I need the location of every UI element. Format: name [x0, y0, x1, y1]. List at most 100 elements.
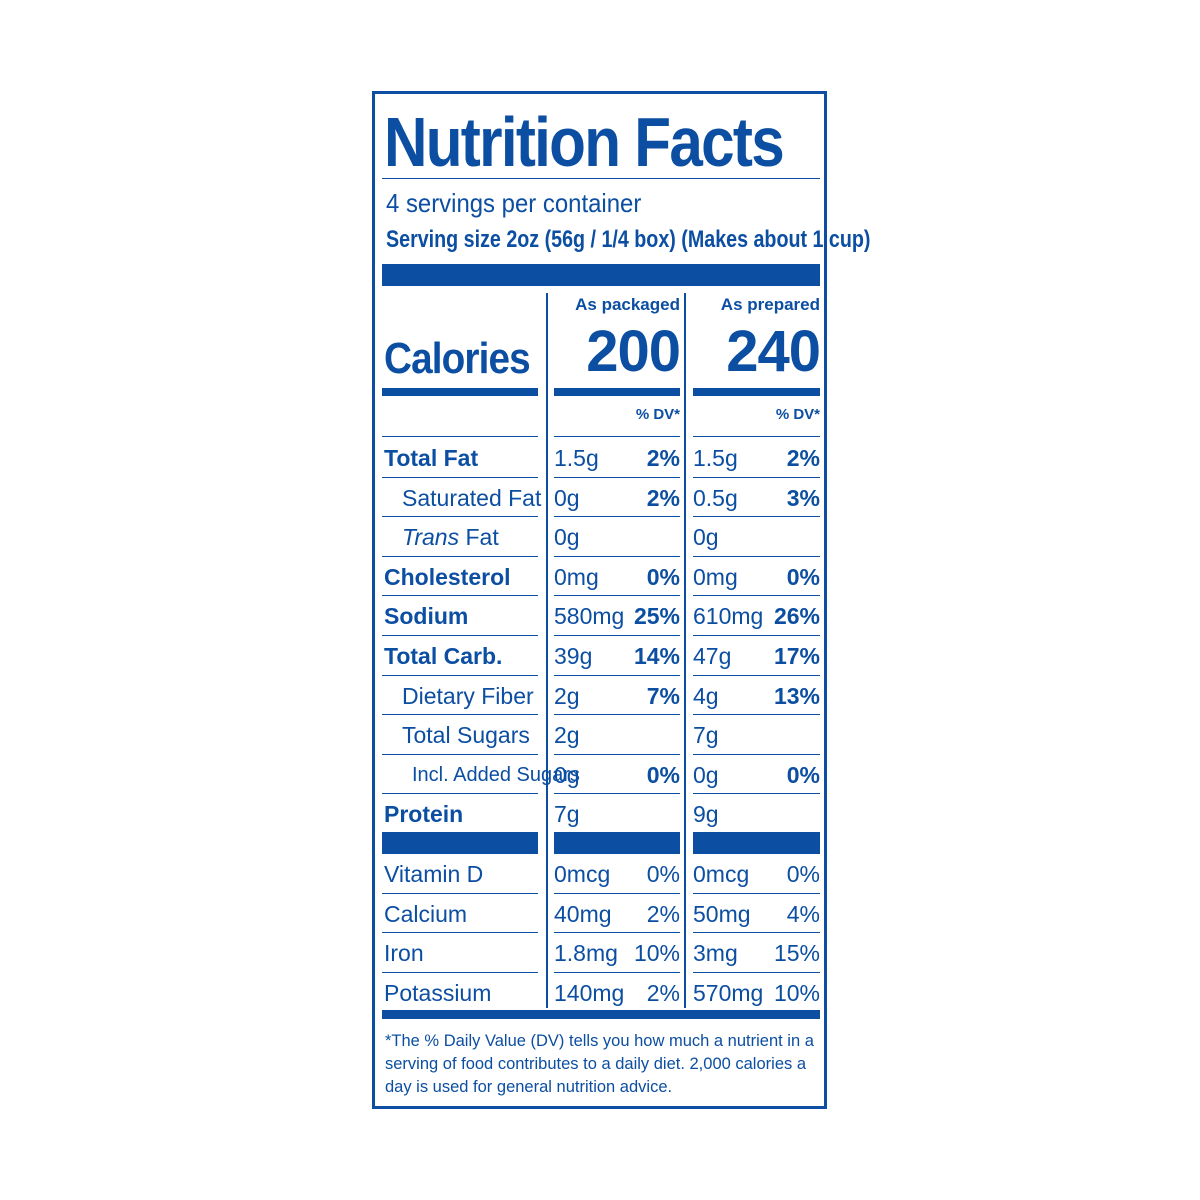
nutrient-name: Trans Fat: [402, 517, 499, 557]
nutrient-row: Cholesterol 0mg 0% 0mg 0%: [382, 557, 820, 597]
dv-prepared: 2%: [786, 445, 820, 471]
row-divider: [693, 436, 820, 437]
nutrient-name: Sodium: [384, 603, 469, 630]
nutrition-facts-panel: Nutrition Facts 4 servings per container…: [372, 91, 870, 1109]
amount-prepared: 47g: [693, 643, 732, 669]
nutrient-name-rest: Fat: [459, 524, 499, 551]
row-divider: [693, 892, 820, 894]
row-divider: [382, 674, 538, 676]
amount-packaged: 0g: [554, 761, 580, 788]
micronutrient-name: Potassium: [384, 979, 492, 1006]
dv-prepared: 4%: [786, 900, 820, 927]
row-divider: [382, 932, 538, 934]
amount-packaged: 0g: [554, 484, 580, 511]
row-divider: [554, 635, 680, 636]
amount-packaged: 2g: [554, 682, 580, 709]
row-divider: [693, 516, 820, 518]
amount-packaged: 1.5g: [554, 445, 599, 471]
amount-prepared: 570mg: [693, 979, 764, 1006]
amount-prepared: 0g: [693, 761, 719, 788]
nutrient-name: Total Carb.: [384, 643, 503, 669]
micronutrient-row: Iron 1.8mg 10% 3mg 15%: [382, 933, 820, 973]
amount-prepared: 4g: [693, 682, 719, 709]
row-divider: [554, 714, 680, 716]
amount-packaged: 0g: [554, 524, 580, 551]
nutrient-row: Saturated Fat 0g 2% 0.5g 3%: [382, 478, 820, 518]
dv-prepared: 13%: [773, 682, 820, 709]
micros-bar-prepared: [693, 832, 820, 854]
row-divider: [554, 892, 680, 894]
amount-packaged: 0mcg: [554, 861, 611, 887]
dv-prepared: 15%: [773, 940, 820, 967]
nutrient-name: Total Sugars: [402, 722, 530, 749]
amount-prepared: 3mg: [693, 940, 738, 967]
calories-prepared: 240: [726, 319, 821, 384]
dv-packaged: 0%: [646, 563, 680, 590]
nutrient-name: Protein: [384, 801, 464, 828]
nutrition-facts-title: Nutrition Facts: [384, 103, 785, 181]
row-divider: [382, 892, 538, 894]
dv-prepared: 3%: [786, 484, 820, 511]
dv-prepared: 10%: [773, 979, 820, 1006]
calories-packaged: 200: [586, 319, 681, 384]
as-prepared-header: As prepared: [720, 295, 820, 314]
calories-underline-name: [382, 388, 538, 396]
row-divider: [693, 714, 820, 716]
nutrient-row: Incl. Added Sugars 0g 0% 0g 0%: [382, 755, 820, 795]
row-divider: [382, 971, 538, 973]
row-divider: [693, 971, 820, 973]
amount-packaged: 580mg: [554, 603, 625, 630]
dv-packaged: 2%: [646, 445, 680, 471]
micronutrient-name: Iron: [384, 940, 424, 967]
servings-per-container: 4 servings per container: [386, 188, 642, 218]
dv-prepared: 17%: [773, 643, 820, 669]
amount-packaged: 7g: [554, 801, 580, 828]
column-separator-2: [684, 293, 686, 1008]
amount-prepared: 1.5g: [693, 445, 738, 471]
nutrient-row: Protein 7g 9g: [382, 794, 820, 834]
column-separator-1: [546, 293, 548, 1008]
calories-label: Calories: [384, 334, 531, 383]
row-divider: [693, 635, 820, 636]
dv-packaged: 7%: [646, 682, 680, 709]
micros-bar-packaged: [554, 832, 680, 854]
dv-header-prepared: % DV*: [775, 406, 820, 423]
row-divider: [382, 516, 538, 518]
title-divider: [382, 178, 820, 179]
nutrient-name: Total Fat: [384, 445, 479, 471]
micronutrient-row: Vitamin D 0mcg 0% 0mcg 0%: [382, 854, 820, 894]
serving-thick-bar: [382, 264, 820, 286]
as-packaged-header: As packaged: [575, 295, 680, 314]
row-divider: [693, 674, 820, 676]
row-divider: [554, 476, 680, 478]
row-divider: [693, 476, 820, 478]
amount-packaged: 40mg: [554, 900, 612, 927]
calories-underline-packaged: [554, 388, 680, 396]
row-divider: [554, 674, 680, 676]
dv-packaged: 10%: [633, 940, 680, 967]
row-divider: [554, 793, 680, 795]
footnote: *The % Daily Value (DV) tells you how mu…: [385, 1032, 814, 1096]
nutrition-facts-inner: Nutrition Facts 4 servings per container…: [382, 94, 870, 1106]
amount-packaged: 2g: [554, 722, 580, 749]
nutrient-name: Cholesterol: [384, 563, 511, 590]
nutrient-row: Total Fat 1.5g 2% 1.5g 2%: [382, 438, 820, 478]
amount-prepared: 0g: [693, 524, 719, 551]
row-divider: [382, 793, 538, 795]
row-divider: [382, 753, 538, 755]
dv-packaged: 2%: [646, 900, 680, 927]
serving-size: Serving size 2oz (56g / 1/4 box) (Makes …: [386, 226, 871, 253]
nutrient-name-italic: Trans: [402, 524, 460, 551]
dv-packaged: 2%: [646, 484, 680, 511]
nutrient-name: Saturated Fat: [402, 484, 542, 511]
amount-prepared: 9g: [693, 801, 719, 828]
row-divider: [693, 793, 820, 795]
nutrient-row: Dietary Fiber 2g 7% 4g 13%: [382, 676, 820, 716]
micronutrient-row: Calcium 40mg 2% 50mg 4%: [382, 894, 820, 934]
row-divider: [554, 932, 680, 934]
row-divider: [554, 595, 680, 597]
dv-prepared: 0%: [786, 761, 820, 788]
nutrient-row: Trans Fat 0g 0g: [382, 517, 820, 557]
row-divider: [554, 436, 680, 437]
row-divider: [382, 595, 538, 597]
